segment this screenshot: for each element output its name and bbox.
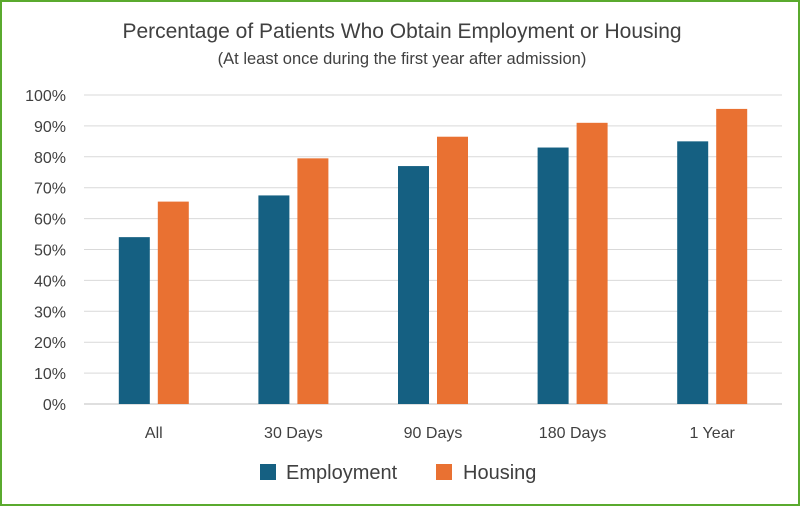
bar-employment-2: [398, 166, 429, 404]
legend: Employment Housing: [260, 462, 536, 484]
x-tick-label: 1 Year: [690, 425, 736, 442]
chart-subtitle: (At least once during the first year aft…: [218, 50, 587, 68]
x-tick-label: 30 Days: [264, 425, 323, 442]
bar-employment-3: [537, 147, 569, 404]
y-tick-label: 80%: [34, 150, 66, 167]
bar-housing-1: [297, 158, 329, 404]
gridlines: [84, 94, 782, 405]
y-tick-label: 60%: [34, 212, 66, 229]
x-tick-label: 90 Days: [404, 425, 463, 442]
legend-label-housing: Housing: [463, 462, 536, 484]
y-tick-label: 50%: [34, 243, 66, 260]
bar-employment-4: [677, 141, 709, 404]
y-tick-label: 30%: [34, 304, 66, 321]
y-tick-label: 20%: [34, 335, 66, 352]
bar-housing-0: [157, 201, 189, 404]
legend-label-employment: Employment: [286, 462, 398, 484]
y-tick-label: 90%: [34, 119, 66, 136]
bar-employment-1: [258, 195, 290, 404]
legend-swatch-employment: [260, 464, 276, 480]
bar-housing-4: [716, 108, 748, 404]
x-tick-label: All: [145, 425, 163, 442]
bars: [118, 108, 748, 404]
y-tick-label: 100%: [25, 88, 66, 105]
bar-employment-0: [118, 237, 150, 404]
y-axis-ticks: 0% 10% 20% 30% 40% 50% 60% 70% 80% 90% 100%: [25, 88, 66, 414]
legend-swatch-housing: [436, 464, 452, 480]
y-tick-label: 0%: [43, 397, 66, 414]
x-tick-label: 180 Days: [539, 425, 607, 442]
bar-housing-2: [437, 136, 468, 404]
y-tick-label: 70%: [34, 181, 66, 198]
y-tick-label: 10%: [34, 366, 66, 383]
chart-title: Percentage of Patients Who Obtain Employ…: [122, 20, 681, 43]
y-tick-label: 40%: [34, 273, 66, 290]
bar-housing-3: [576, 122, 608, 404]
x-axis-ticks: All 30 Days 90 Days 180 Days 1 Year: [145, 425, 736, 442]
